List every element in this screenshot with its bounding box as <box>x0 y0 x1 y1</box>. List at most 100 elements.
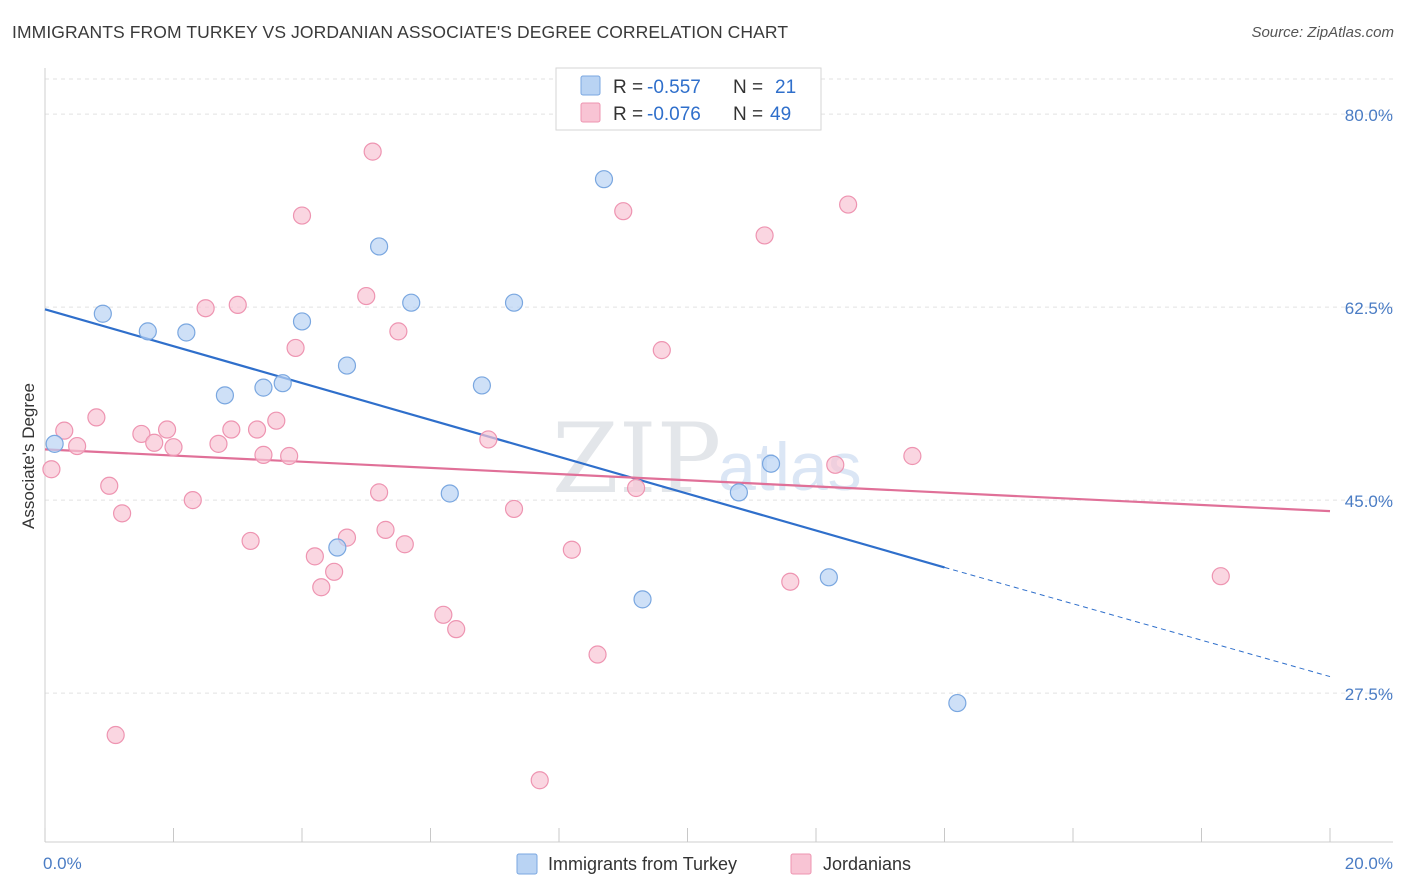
turkey-point-5 <box>254 378 273 397</box>
jordan-point-13 <box>222 420 241 439</box>
turkey-point-20 <box>948 693 967 713</box>
turkey-point-1 <box>93 304 112 323</box>
turkey-point-0 <box>45 434 64 453</box>
jordan-point-30 <box>389 322 408 341</box>
jordan-point-16 <box>247 420 267 439</box>
turkey-point-12 <box>440 484 459 503</box>
x-tick-label-1: 20.0% <box>1345 854 1393 873</box>
turkey-point-6 <box>273 374 292 393</box>
jordan-point-33 <box>447 620 466 639</box>
y-tick-label-2: 45.0% <box>1345 492 1393 511</box>
legend-n-value-turkey: 21 <box>775 77 796 98</box>
jordan-point-23 <box>312 578 331 597</box>
jordan-point-41 <box>652 341 671 360</box>
y-axis-title: Associate's Degree <box>19 383 38 529</box>
y-tick-label-3: 27.5% <box>1345 685 1393 704</box>
turkey-point-14 <box>504 293 524 312</box>
jordan-point-34 <box>479 430 498 449</box>
jordan-point-6 <box>132 424 151 444</box>
legend-r-value-turkey: -0.557 <box>647 77 701 98</box>
jordan-point-27 <box>363 142 382 161</box>
y-tick-label-1: 62.5% <box>1345 299 1393 318</box>
y-tick-labels: 80.0% 62.5% 45.0% 27.5% <box>1345 106 1393 704</box>
turkey-point-19 <box>819 568 838 587</box>
jordan-point-19 <box>280 446 299 466</box>
jordan-point-15 <box>241 531 260 551</box>
jordan-point-42 <box>755 226 774 245</box>
jordan-point-17 <box>254 445 273 464</box>
jordan-point-0 <box>42 460 61 479</box>
turkey-point-17 <box>729 483 749 502</box>
turkey-point-16 <box>633 590 652 609</box>
grid-layer <box>45 78 1393 694</box>
jordan-point-9 <box>164 438 183 457</box>
legend-n-label-jordan: N = <box>733 104 763 125</box>
legend-swatch-jordan <box>580 102 601 123</box>
legend-r-value-jordan: -0.076 <box>647 104 701 125</box>
turkey-point-11 <box>402 293 421 312</box>
jordan-point-47 <box>1211 567 1230 586</box>
jordan-point-7 <box>145 433 164 452</box>
turkey-point-9 <box>337 356 357 375</box>
turkey-point-15 <box>594 170 614 189</box>
jordan-point-20 <box>286 338 305 358</box>
jordan-point-39 <box>614 202 633 221</box>
jordan-point-46 <box>903 446 922 466</box>
jordan-point-35 <box>504 499 524 519</box>
jordan-point-37 <box>562 540 581 559</box>
jordan-point-48 <box>106 725 125 745</box>
turkey-point-8 <box>328 538 347 557</box>
turkey-point-4 <box>215 386 234 405</box>
jordan-point-24 <box>325 562 344 581</box>
jordan-point-2 <box>68 436 87 456</box>
y-tick-label-0: 80.0% <box>1345 106 1393 125</box>
bottom-legend-label-jordan: Jordanians <box>823 854 911 874</box>
jordan-point-26 <box>357 286 376 306</box>
jordan-point-31 <box>395 535 414 554</box>
jordan-point-21 <box>292 206 312 225</box>
x-tick-labels: 0.0% 20.0% <box>43 854 1393 873</box>
trend-layer <box>44 308 1331 678</box>
jordan-point-28 <box>370 483 389 502</box>
turkey-trend-extension <box>944 566 1331 678</box>
series-legend: Immigrants from Turkey Jordanians <box>516 853 911 875</box>
jordan-point-38 <box>588 645 607 664</box>
jordan-point-8 <box>157 420 177 439</box>
axes-layer <box>44 68 1393 843</box>
jordan-point-43 <box>781 572 800 591</box>
jordan-point-18 <box>267 411 286 430</box>
x-tick-label-0: 0.0% <box>43 854 82 873</box>
bottom-legend-swatch-jordan <box>790 853 812 875</box>
legend-swatch-turkey <box>580 75 601 96</box>
turkey-point-3 <box>177 323 196 342</box>
bottom-legend-swatch-turkey <box>516 853 538 875</box>
jordan-point-4 <box>100 476 119 495</box>
bottom-legend-label-turkey: Immigrants from Turkey <box>548 854 737 874</box>
jordan-point-45 <box>839 195 858 214</box>
jordan-point-10 <box>183 491 202 510</box>
jordan-point-5 <box>112 504 132 523</box>
legend-n-value-jordan: 49 <box>770 104 791 125</box>
jordan-point-44 <box>826 455 845 474</box>
turkey-point-7 <box>292 312 312 331</box>
chart-source: Source: ZipAtlas.com <box>1251 24 1394 41</box>
turkey-point-18 <box>761 454 781 473</box>
legend-r-label-jordan: R = <box>613 104 643 125</box>
watermark-zip: ZIP <box>552 403 721 515</box>
jordan-point-11 <box>196 299 215 318</box>
jordan-point-36 <box>530 771 549 790</box>
jordan-point-40 <box>626 478 646 498</box>
legend-r-label-turkey: R = <box>613 77 643 98</box>
turkey-point-2 <box>138 322 157 341</box>
jordan-point-22 <box>305 547 324 566</box>
jordan-point-1 <box>55 421 74 440</box>
jordan-point-12 <box>209 434 228 453</box>
jordan-point-14 <box>228 295 247 315</box>
jordan-point-29 <box>376 520 395 539</box>
legend-n-label-turkey: N = <box>733 77 763 98</box>
points-layer <box>42 142 1230 790</box>
turkey-point-13 <box>472 376 491 395</box>
correlation-legend: R = -0.557 N = 21 R = -0.076 N = 49 <box>555 67 822 131</box>
jordan-point-32 <box>434 605 453 624</box>
